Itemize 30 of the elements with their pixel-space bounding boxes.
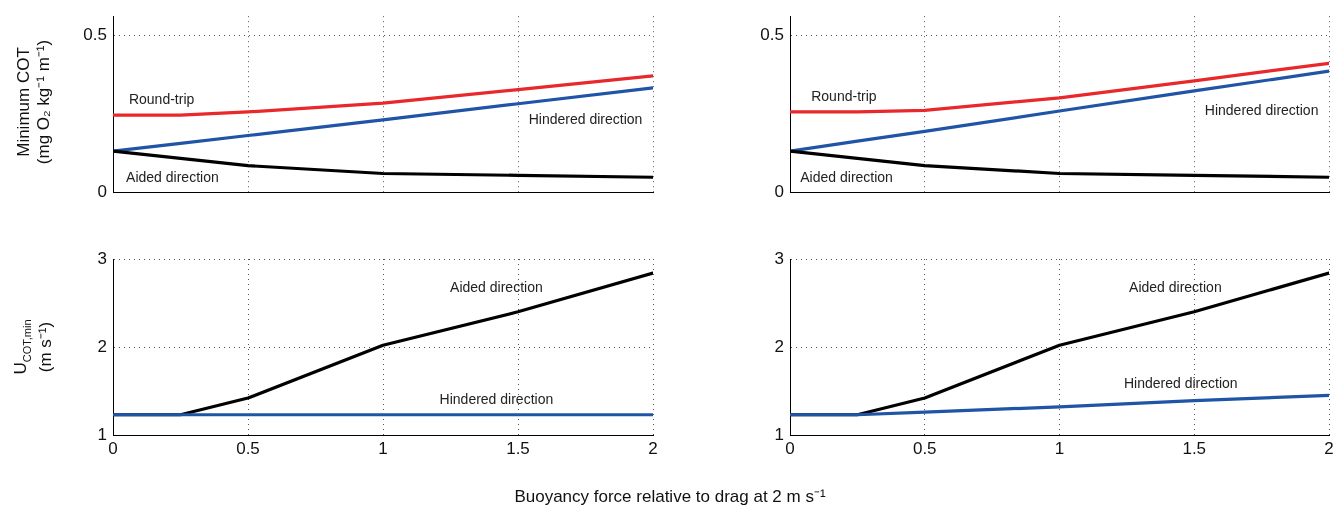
series-label: Aided direction [800,168,893,185]
y-tick-label: 1 [774,424,784,444]
y-tick-label: 0 [774,181,784,201]
series-label: Hindered direction [439,390,554,407]
x-tick-label: 1.5 [1182,438,1207,458]
y-tick-label: 2 [97,336,107,356]
x-tick-label: 1.5 [506,438,530,458]
series-label: Hindered direction [528,110,643,127]
series-label: Aided direction [126,168,219,185]
x-tick-label: 0.5 [912,438,937,458]
series-label: Aided direction [1129,278,1222,295]
x-tick-label: 2 [1324,438,1334,458]
y-tick-label: 0 [97,181,107,201]
y-tick-label: 2 [774,336,784,356]
y-tick-label: 3 [97,248,107,268]
y-axis-title: Minimum COT (mg O₂ kg⁻¹ m⁻¹) [14,39,54,165]
series-label: Hindered direction [1204,101,1319,118]
y-tick-label: 0.5 [83,24,107,44]
series-label: Round-trip [811,87,877,104]
x-tick-label: 1 [378,438,388,458]
series-label: Round-trip [128,91,195,108]
y-tick-label: 0.5 [760,24,784,44]
series-label: Aided direction [450,278,543,295]
series-label: Hindered direction [1123,374,1238,391]
x-tick-label: 1 [1054,438,1065,458]
y-tick-label: 1 [97,424,107,444]
y-tick-label: 3 [774,248,784,268]
x-tick-label: 0.5 [236,438,260,458]
x-axis-title: Buoyancy force relative to drag at 2 m s⁻¹ [513,486,827,506]
x-tick-label: 2 [648,438,658,458]
